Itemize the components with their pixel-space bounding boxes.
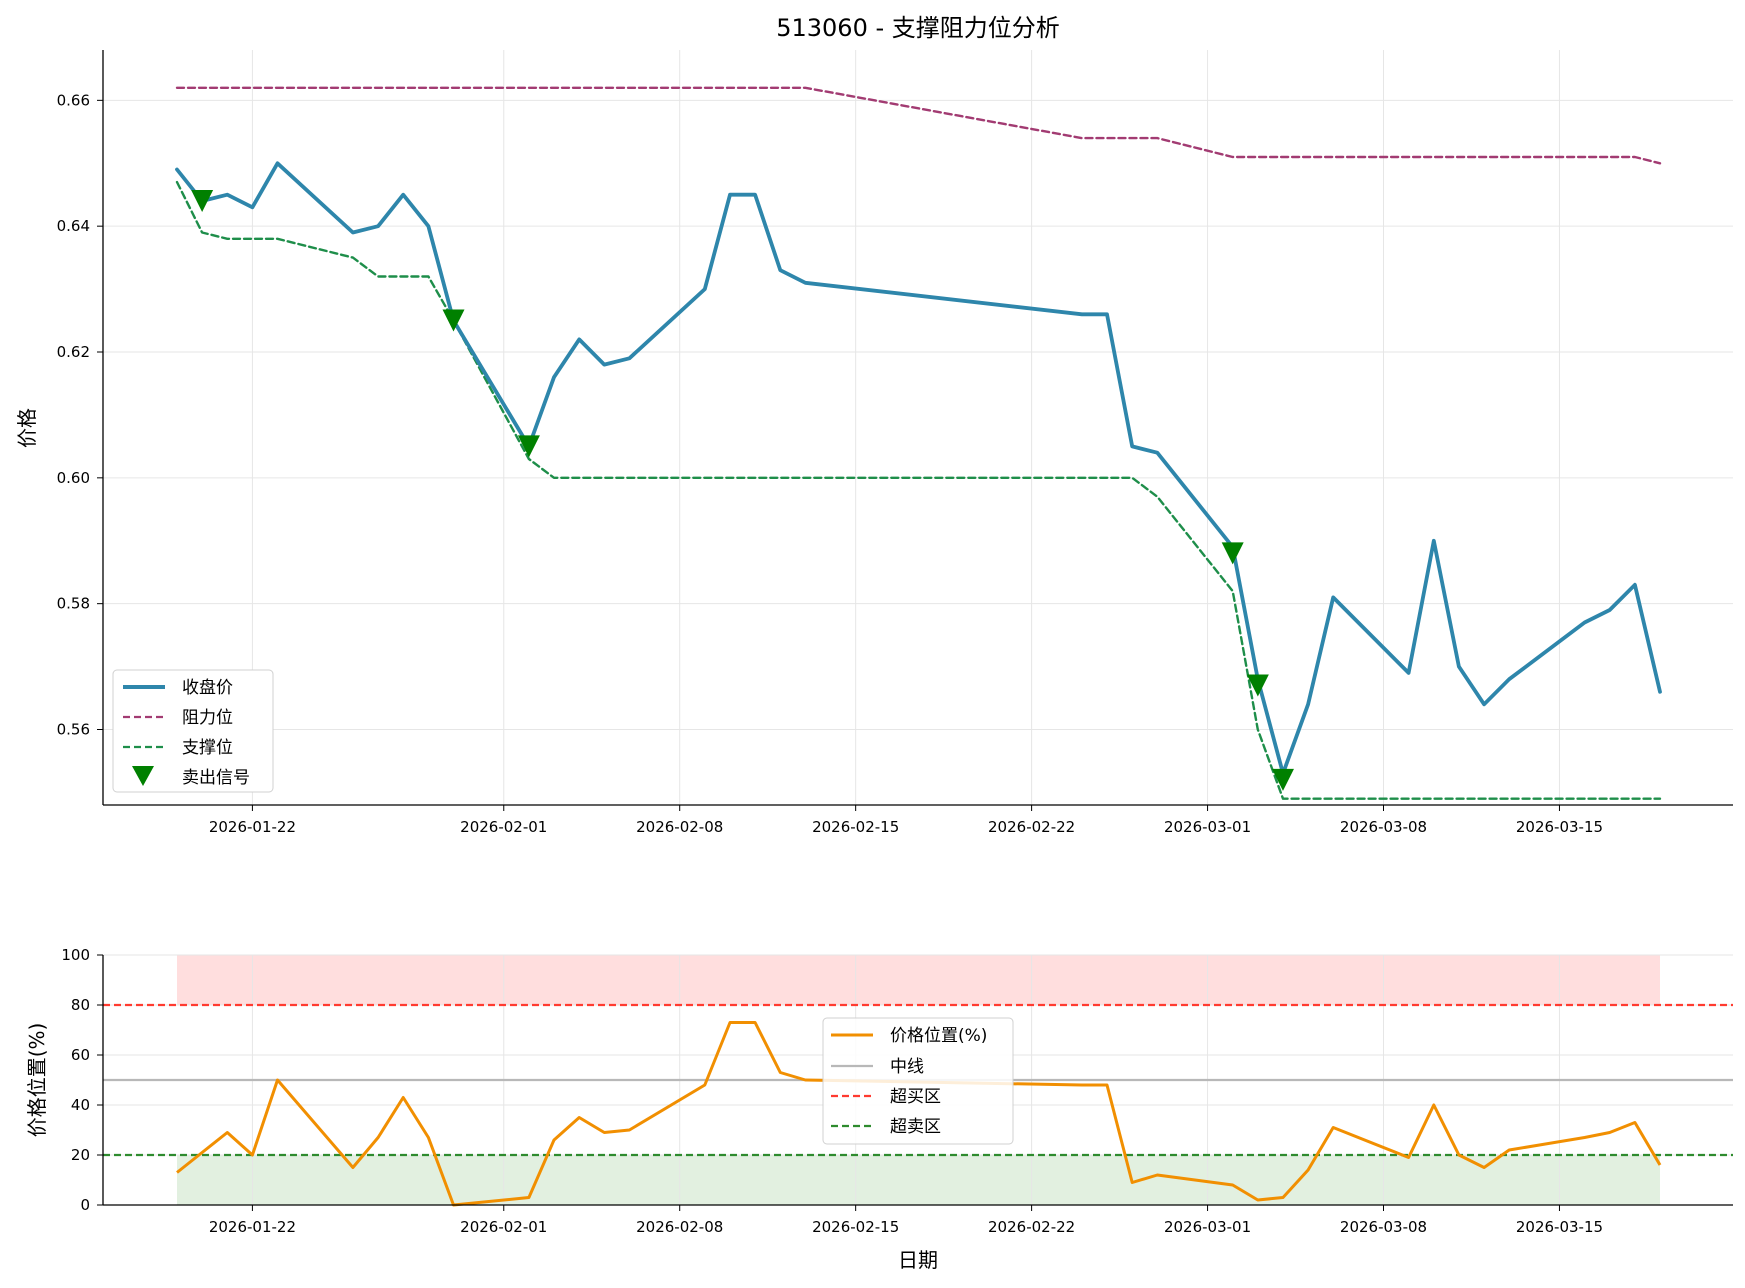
position-y-axis-title: 价格位置(%) xyxy=(25,1023,49,1138)
sell-signal-marker xyxy=(517,435,540,458)
position-ytick-label: 60 xyxy=(71,1046,90,1064)
legend-label-support: 支撑位 xyxy=(182,738,233,758)
price-xtick-label: 2026-02-08 xyxy=(636,818,723,836)
price-xtick-label: 2026-01-22 xyxy=(209,818,296,836)
position-bands xyxy=(177,955,1660,1205)
sell-signal-marker xyxy=(1221,542,1244,565)
price-ytick-label: 0.58 xyxy=(57,595,90,613)
legend-label-position: 价格位置(%) xyxy=(890,1026,987,1046)
price-xtick-label: 2026-03-15 xyxy=(1516,818,1603,836)
support-line xyxy=(175,180,1662,800)
price-xtick-label: 2026-02-15 xyxy=(812,818,899,836)
position-xtick-label: 2026-03-08 xyxy=(1340,1218,1427,1236)
oversold-zone xyxy=(177,1155,1660,1205)
position-xtick-label: 2026-02-15 xyxy=(812,1218,899,1236)
position-xtick-label: 2026-02-01 xyxy=(460,1218,547,1236)
sell-signal-group xyxy=(191,190,1294,791)
position-ytick-label: 40 xyxy=(71,1096,90,1114)
legend-label-sell-signal: 卖出信号 xyxy=(182,768,250,788)
price-xtick-label: 2026-02-22 xyxy=(988,818,1075,836)
legend-label-overbought: 超买区 xyxy=(890,1087,941,1107)
price-ytick-label: 0.66 xyxy=(57,91,90,109)
position-xtick-label: 2026-03-15 xyxy=(1516,1218,1603,1236)
price-xtick-label: 2026-03-08 xyxy=(1340,818,1427,836)
price-series-group xyxy=(175,86,1662,800)
position-panel: 0 20 40 60 80 100 2026-01-22 2026-02-01 2026-02… xyxy=(25,946,1733,1272)
sell-signal-marker xyxy=(191,190,214,212)
position-series-group xyxy=(176,1021,1662,1207)
position-y-ticks: 0 20 40 60 80 100 xyxy=(61,946,103,1214)
position-ytick-label: 80 xyxy=(71,996,90,1014)
sell-signal-marker xyxy=(442,309,465,332)
price-legend: 收盘价 阻力位 支撑位 卖出信号 xyxy=(112,669,274,793)
position-legend-box xyxy=(822,1017,1014,1145)
price-position-line xyxy=(176,1021,1662,1207)
price-ytick-label: 0.56 xyxy=(57,721,90,739)
position-xtick-label: 2026-01-22 xyxy=(209,1218,296,1236)
price-legend-box xyxy=(112,669,274,793)
legend-label-close: 收盘价 xyxy=(182,678,233,698)
chart-title: 513060 - 支撑阻力位分析 xyxy=(776,14,1060,42)
position-legend: 价格位置(%) 中线 超买区 超卖区 xyxy=(822,1017,1014,1145)
overbought-zone xyxy=(177,955,1660,1005)
legend-label-midline: 中线 xyxy=(890,1057,924,1077)
sell-signal-marker xyxy=(1246,674,1269,697)
price-xtick-label: 2026-02-01 xyxy=(460,818,547,836)
sell-signal-marker xyxy=(1271,768,1294,791)
price-y-ticks: 0.56 0.58 0.60 0.62 0.64 0.66 xyxy=(57,91,103,739)
position-x-ticks: 2026-01-22 2026-02-01 2026-02-08 2026-02-15… xyxy=(209,1205,1603,1236)
price-x-ticks: 2026-01-22 2026-02-01 2026-02-08 2026-02-15… xyxy=(209,805,1603,836)
position-xtick-label: 2026-02-08 xyxy=(636,1218,723,1236)
close-price-line xyxy=(175,161,1662,776)
legend-label-resistance: 阻力位 xyxy=(182,708,233,728)
position-ytick-label: 100 xyxy=(61,946,90,964)
price-xtick-label: 2026-03-01 xyxy=(1164,818,1251,836)
resistance-line xyxy=(175,86,1662,165)
position-xtick-label: 2026-03-01 xyxy=(1164,1218,1251,1236)
price-ytick-label: 0.60 xyxy=(57,469,90,487)
position-ytick-label: 0 xyxy=(80,1196,90,1214)
price-panel: 0.560.580.600.620.640.66 2026-01-22 2026-… xyxy=(15,14,1733,836)
price-y-axis-title: 价格 xyxy=(15,408,39,448)
legend-label-oversold: 超卖区 xyxy=(890,1117,941,1137)
position-ytick-label: 20 xyxy=(71,1146,90,1164)
position-x-axis-title: 日期 xyxy=(898,1248,938,1272)
position-xtick-label: 2026-02-22 xyxy=(988,1218,1075,1236)
price-ytick-label: 0.64 xyxy=(57,217,90,235)
price-ytick-label: 0.62 xyxy=(57,343,90,361)
price-grid xyxy=(103,50,1733,805)
legend-swatch-sell-signal xyxy=(132,766,154,786)
